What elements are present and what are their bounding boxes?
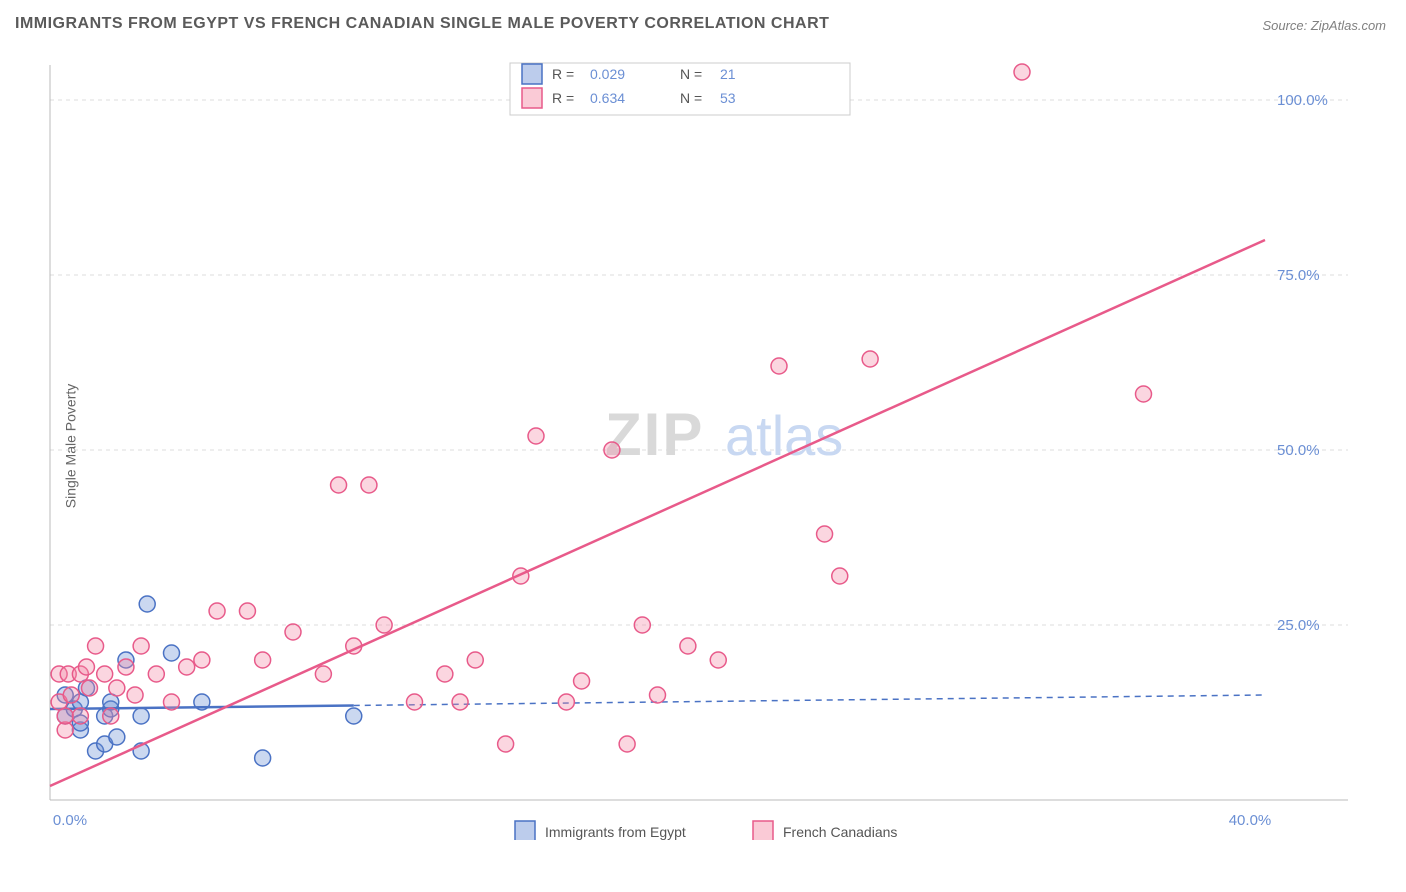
y-tick-label: 75.0% xyxy=(1277,267,1320,284)
data-point-french xyxy=(194,652,210,668)
data-point-french xyxy=(315,666,331,682)
data-point-french xyxy=(118,659,134,675)
legend-n-value: 53 xyxy=(720,90,736,106)
data-point-french xyxy=(407,694,423,710)
bottom-legend-label-egypt: Immigrants from Egypt xyxy=(545,824,686,840)
data-point-french xyxy=(81,680,97,696)
data-point-egypt xyxy=(346,708,362,724)
data-point-french xyxy=(558,694,574,710)
data-point-egypt xyxy=(255,750,271,766)
data-point-french xyxy=(634,617,650,633)
data-point-french xyxy=(376,617,392,633)
source-label: Source: ZipAtlas.com xyxy=(1262,18,1386,33)
data-point-french xyxy=(63,687,79,703)
data-point-french xyxy=(452,694,468,710)
y-tick-label: 50.0% xyxy=(1277,442,1320,459)
y-tick-label: 25.0% xyxy=(1277,617,1320,634)
data-point-egypt xyxy=(109,729,125,745)
data-point-french xyxy=(179,659,195,675)
legend-r-label: R = xyxy=(552,66,574,82)
legend-n-label: N = xyxy=(680,90,702,106)
data-point-french xyxy=(467,652,483,668)
bottom-legend-label-french: French Canadians xyxy=(783,824,897,840)
legend-r-value: 0.029 xyxy=(590,66,625,82)
y-tick-label: 100.0% xyxy=(1277,92,1328,109)
data-point-french xyxy=(239,603,255,619)
x-tick-label: 40.0% xyxy=(1229,812,1272,829)
data-point-french xyxy=(528,428,544,444)
bottom-legend-swatch-egypt xyxy=(515,821,535,840)
data-point-french xyxy=(1136,386,1152,402)
data-point-french xyxy=(57,708,73,724)
x-tick-label: 0.0% xyxy=(53,812,87,829)
data-point-french xyxy=(97,666,113,682)
data-point-french xyxy=(771,358,787,374)
data-point-french xyxy=(209,603,225,619)
data-point-french xyxy=(88,638,104,654)
bottom-legend-swatch-french xyxy=(753,821,773,840)
data-point-french xyxy=(498,736,514,752)
data-point-french xyxy=(109,680,125,696)
data-point-french xyxy=(1014,64,1030,80)
data-point-egypt xyxy=(164,645,180,661)
data-point-french xyxy=(148,666,164,682)
data-point-egypt xyxy=(133,708,149,724)
data-point-french xyxy=(164,694,180,710)
data-point-french xyxy=(127,687,143,703)
data-point-french xyxy=(78,659,94,675)
data-point-french xyxy=(133,638,149,654)
data-point-french xyxy=(680,638,696,654)
data-point-french xyxy=(331,477,347,493)
trendline-french xyxy=(50,240,1265,786)
trendline-egypt-dashed xyxy=(354,695,1265,706)
legend-n-value: 21 xyxy=(720,66,736,82)
legend-r-label: R = xyxy=(552,90,574,106)
data-point-french xyxy=(862,351,878,367)
data-point-french xyxy=(832,568,848,584)
legend-r-value: 0.634 xyxy=(590,90,625,106)
data-point-french xyxy=(817,526,833,542)
trendline-egypt xyxy=(50,706,354,710)
watermark: ZIP xyxy=(605,401,704,468)
data-point-french xyxy=(650,687,666,703)
watermark: atlas xyxy=(725,404,843,467)
data-point-french xyxy=(285,624,301,640)
data-point-french xyxy=(619,736,635,752)
data-point-french xyxy=(72,708,88,724)
legend-swatch-egypt xyxy=(522,64,542,84)
scatter-plot: 25.0% 50.0% 75.0% 100.0% 0.0% 40.0% ZIP atlas R … xyxy=(45,60,1350,840)
data-point-egypt xyxy=(139,596,155,612)
data-point-french xyxy=(437,666,453,682)
chart-svg: 25.0% 50.0% 75.0% 100.0% 0.0% 40.0% ZIP atlas R … xyxy=(45,60,1350,840)
data-point-french xyxy=(103,708,119,724)
legend-n-label: N = xyxy=(680,66,702,82)
data-point-french xyxy=(574,673,590,689)
data-point-french xyxy=(255,652,271,668)
data-point-french xyxy=(710,652,726,668)
legend-swatch-french xyxy=(522,88,542,108)
data-point-french xyxy=(604,442,620,458)
chart-title: IMMIGRANTS FROM EGYPT VS FRENCH CANADIAN… xyxy=(15,15,829,33)
data-point-french xyxy=(361,477,377,493)
